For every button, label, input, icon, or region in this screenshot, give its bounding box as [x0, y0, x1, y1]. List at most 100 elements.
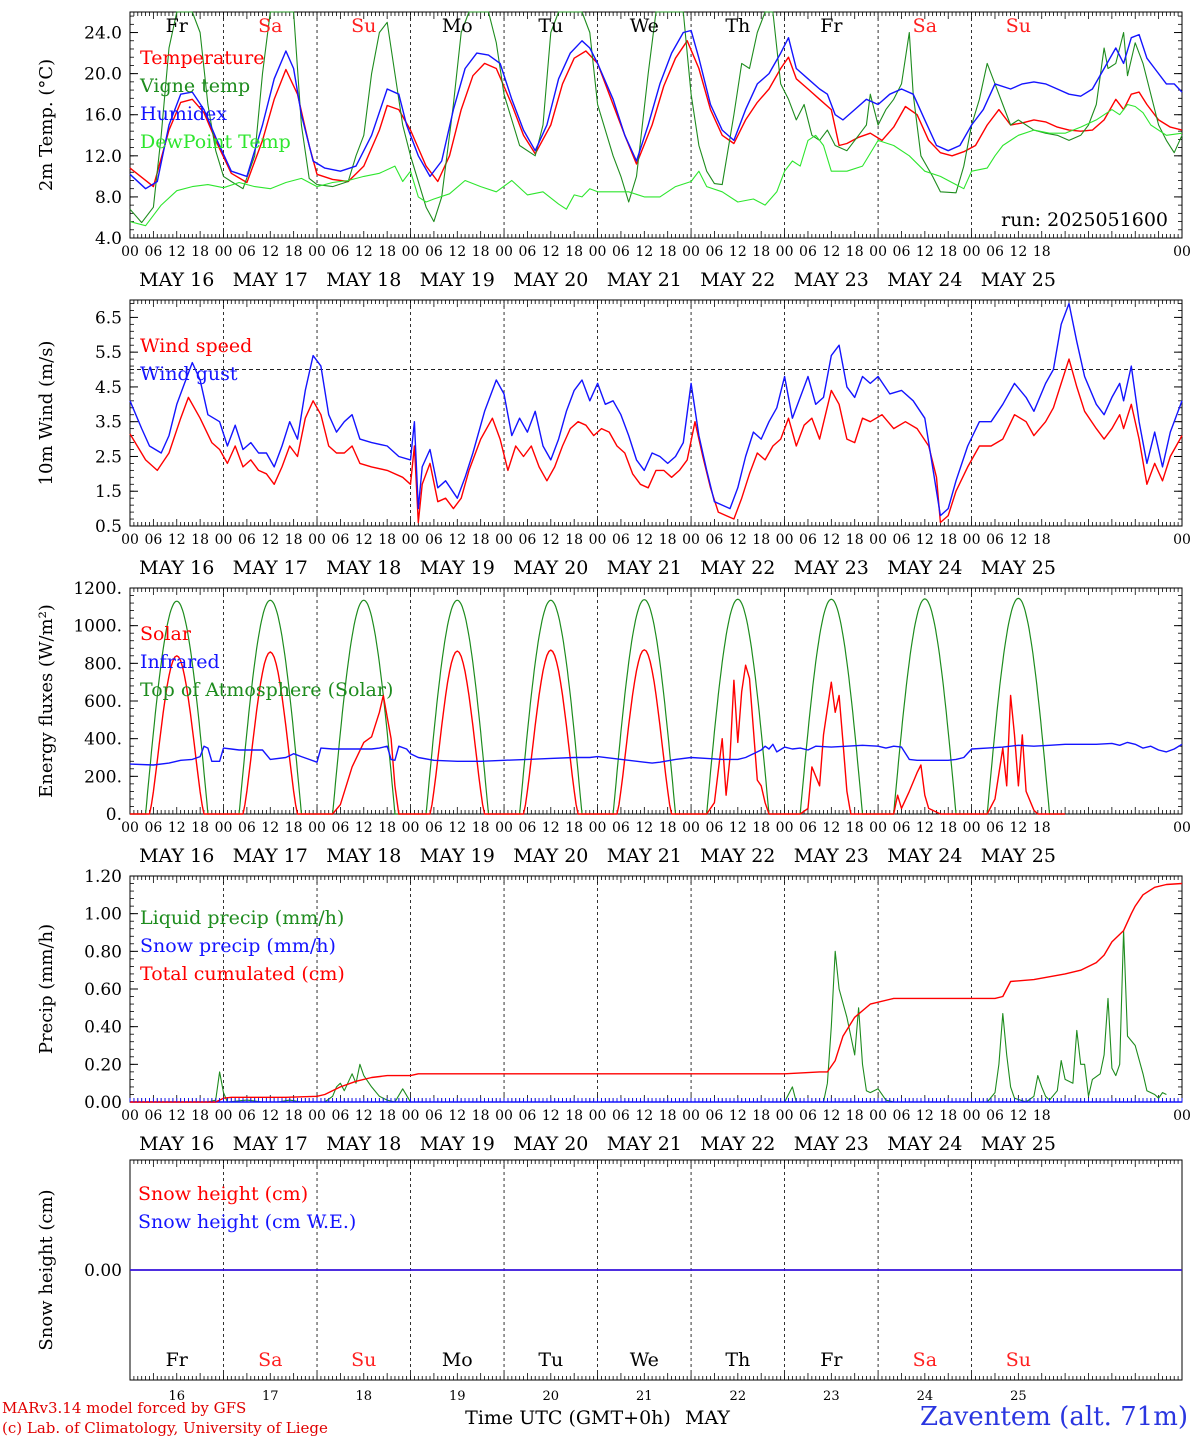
- weekday-label: Mo: [442, 15, 473, 37]
- series-solar: [130, 649, 1066, 815]
- hour-label: 06: [144, 1108, 162, 1124]
- day-number-label: 23: [823, 1389, 840, 1404]
- date-label: MAY 22: [700, 1133, 775, 1155]
- series-temperature: [129, 40, 1183, 188]
- panel-3: [129, 587, 1183, 815]
- hour-label: 12: [822, 244, 840, 260]
- date-label: MAY 21: [607, 269, 682, 291]
- hour-label: 18: [285, 1108, 303, 1124]
- hour-label: 06: [612, 532, 630, 548]
- hour-label: 12: [635, 532, 653, 548]
- day-number-label: 21: [636, 1389, 653, 1404]
- weekday-label: Sa: [913, 15, 937, 37]
- hour-label: 00: [495, 532, 513, 548]
- hour-label: 18: [378, 1108, 396, 1124]
- x-axis-month: MAY: [685, 1407, 730, 1429]
- date-label: MAY 25: [981, 269, 1056, 291]
- hour-label: 12: [729, 532, 747, 548]
- hour-label: 18: [565, 532, 583, 548]
- hour-label: 12: [542, 1108, 560, 1124]
- series-wind-gust: [129, 302, 1183, 517]
- hour-label: 00: [121, 1108, 139, 1124]
- date-label: MAY 23: [794, 269, 869, 291]
- date-label: MAY 17: [233, 845, 308, 867]
- hour-label: 00: [1173, 532, 1191, 548]
- date-label: MAY 23: [794, 557, 869, 579]
- hour-label: 06: [425, 244, 443, 260]
- hour-label: 12: [1009, 1108, 1027, 1124]
- date-label: MAY 24: [887, 557, 962, 579]
- day-number-label: 17: [262, 1389, 279, 1404]
- hour-label: 12: [355, 1108, 373, 1124]
- hour-label: 06: [706, 1108, 724, 1124]
- y-tick-label: 3.5: [95, 413, 122, 433]
- day-number-label: 20: [543, 1389, 560, 1404]
- hour-label: 18: [565, 244, 583, 260]
- y-tick-label: 0.60: [84, 980, 122, 1000]
- hour-label: 12: [822, 532, 840, 548]
- date-label: MAY 20: [513, 557, 588, 579]
- hour-label: 06: [612, 244, 630, 260]
- hour-label: 06: [799, 244, 817, 260]
- hour-label: 00: [589, 532, 607, 548]
- station-label: Zaventem (alt. 71m): [920, 1402, 1188, 1432]
- weekday-label: Fr: [820, 15, 843, 37]
- hour-label: 00: [682, 532, 700, 548]
- hour-label: 06: [238, 1108, 256, 1124]
- hour-label: 00: [963, 532, 981, 548]
- date-label: MAY 23: [794, 1133, 869, 1155]
- hour-label: 00: [402, 1108, 420, 1124]
- hour-label: 00: [869, 244, 887, 260]
- hour-label: 12: [635, 1108, 653, 1124]
- hour-label: 06: [612, 1108, 630, 1124]
- hour-label: 00: [215, 532, 233, 548]
- weekday-label: Tu: [538, 1349, 563, 1371]
- hour-label: 12: [916, 820, 934, 836]
- date-label: MAY 24: [887, 845, 962, 867]
- hour-label: 12: [168, 244, 186, 260]
- hour-label: 00: [869, 1108, 887, 1124]
- y-tick-label: 400.: [84, 730, 122, 750]
- hour-label: 18: [472, 244, 490, 260]
- hour-label: 06: [144, 244, 162, 260]
- hour-label: 00: [682, 1108, 700, 1124]
- hour-label: 12: [729, 1108, 747, 1124]
- hour-label: 06: [706, 820, 724, 836]
- hour-label: 06: [706, 244, 724, 260]
- legend-wind-gust: Wind gust: [140, 363, 238, 385]
- legend-top-of-atmosphere-solar: Top of Atmosphere (Solar): [140, 679, 393, 701]
- hour-label: 00: [402, 244, 420, 260]
- hour-label: 00: [963, 1108, 981, 1124]
- legend-total-cumulated-cm: Total cumulated (cm): [140, 963, 345, 985]
- date-label: MAY 19: [420, 557, 495, 579]
- hour-label: 06: [331, 820, 349, 836]
- hour-label: 06: [238, 244, 256, 260]
- hour-label: 12: [822, 820, 840, 836]
- hour-label: 00: [776, 820, 794, 836]
- hour-label: 18: [378, 820, 396, 836]
- hour-label: 00: [1173, 244, 1191, 260]
- legend-wind-speed: Wind speed: [140, 335, 252, 357]
- y-tick-label: 4.0: [95, 229, 122, 249]
- hour-label: 00: [308, 244, 326, 260]
- hour-label: 06: [893, 1108, 911, 1124]
- y-axis-title: Precip (mm/h): [36, 924, 57, 1054]
- date-label: MAY 25: [981, 1133, 1056, 1155]
- hour-label: 06: [986, 532, 1004, 548]
- hour-label: 06: [612, 820, 630, 836]
- hour-label: 00: [1173, 820, 1191, 836]
- y-tick-label: 1000.: [73, 617, 122, 637]
- day-number-label: 16: [168, 1389, 185, 1404]
- date-label: MAY 24: [887, 269, 962, 291]
- hour-label: 12: [261, 820, 279, 836]
- hour-label: 00: [869, 532, 887, 548]
- legend-solar: Solar: [140, 623, 192, 645]
- date-label: MAY 20: [513, 269, 588, 291]
- date-label: MAY 17: [233, 269, 308, 291]
- weekday-label: Fr: [820, 1349, 843, 1371]
- weekday-label: Tu: [538, 15, 563, 37]
- legend-infrared: Infrared: [140, 651, 220, 673]
- hour-label: 12: [168, 820, 186, 836]
- hour-label: 18: [285, 820, 303, 836]
- weekday-label: Sa: [913, 1349, 937, 1371]
